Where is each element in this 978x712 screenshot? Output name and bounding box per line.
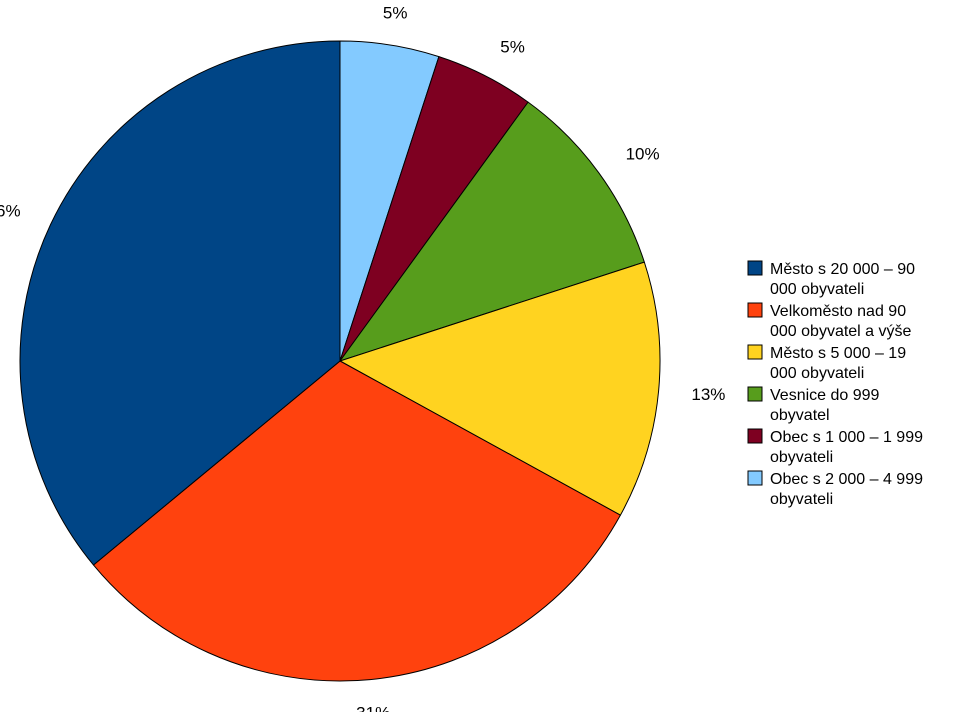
pie-slice-5 [19,40,341,566]
legend-label: Město s 5 000 – 19 000 obyvateli [770,345,906,382]
slice-value-label: 5% [500,38,525,57]
legend-swatch [747,302,763,318]
pie-slice-4 [92,360,621,682]
legend-swatch [747,470,763,486]
legend-label: Obec s 1 000 – 1 999 obyvateli [770,429,923,466]
pie-labels: 5% 5% 10% 13% 31% 36% [0,3,725,712]
slice-value-label: 13% [691,385,725,404]
pie-slice-2 [339,101,645,362]
slice-value-label: 5% [383,3,408,22]
slice-value-label: 31% [356,703,390,712]
legend-swatch [747,428,763,444]
slice-value-label: 36% [0,202,21,221]
legend: Město s 20 000 – 90 000 obyvateli Velkoměs… [747,260,923,508]
legend-swatch [747,260,763,276]
legend-label: Obec s 2 000 – 4 999 obyvateli [770,471,923,508]
slice-value-label: 10% [626,145,660,164]
pie-slice-3 [339,261,661,516]
legend-swatch [747,386,763,402]
legend-label: Velkoměsto nad 90 000 obyvatel a výše [770,303,912,340]
legend-swatch [747,344,763,360]
pie-slices [19,40,661,682]
legend-label: Město s 20 000 – 90 000 obyvateli [770,261,915,298]
legend-label: Vesnice do 999 obyvatel [770,387,880,424]
